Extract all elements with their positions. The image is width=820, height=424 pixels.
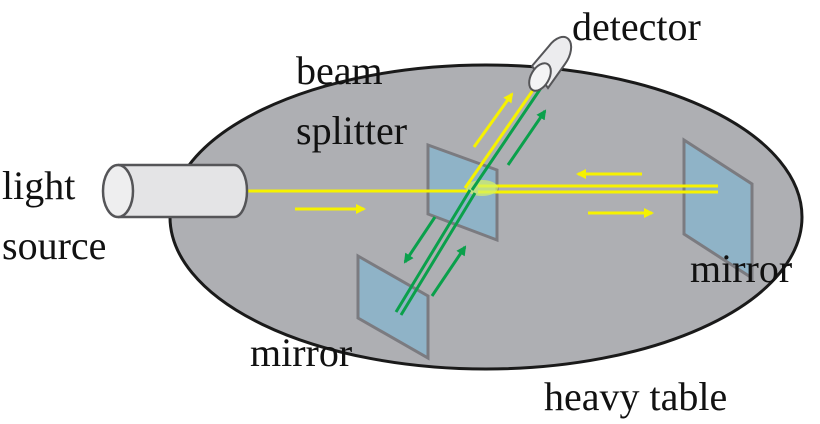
label-heavy-table: heavy table (544, 374, 727, 419)
light-source (101, 163, 249, 219)
label-source: source (2, 223, 106, 268)
detector-beam-green (470, 81, 547, 191)
arrow-to-detector-yellow (472, 92, 514, 148)
label-mirror-right: mirror (690, 246, 792, 291)
arrow-to-detector-green (506, 109, 547, 166)
lower-arm-beam-b (399, 192, 477, 316)
detector-beam-yellow (463, 79, 542, 189)
lower-arm-beam-a (394, 189, 472, 313)
label-detector: detector (572, 4, 701, 49)
mirror-right (682, 137, 754, 281)
label-splitter: splitter (296, 108, 407, 153)
arrow-down-to-mirror (403, 216, 437, 264)
arrow-up-from-mirror (430, 245, 467, 297)
label-mirror-left: mirror (250, 330, 352, 375)
mirror-left (356, 253, 430, 361)
label-light: light (2, 163, 75, 208)
splitter-glow (466, 180, 498, 196)
label-beam: beam (296, 48, 383, 93)
detector (528, 35, 573, 92)
